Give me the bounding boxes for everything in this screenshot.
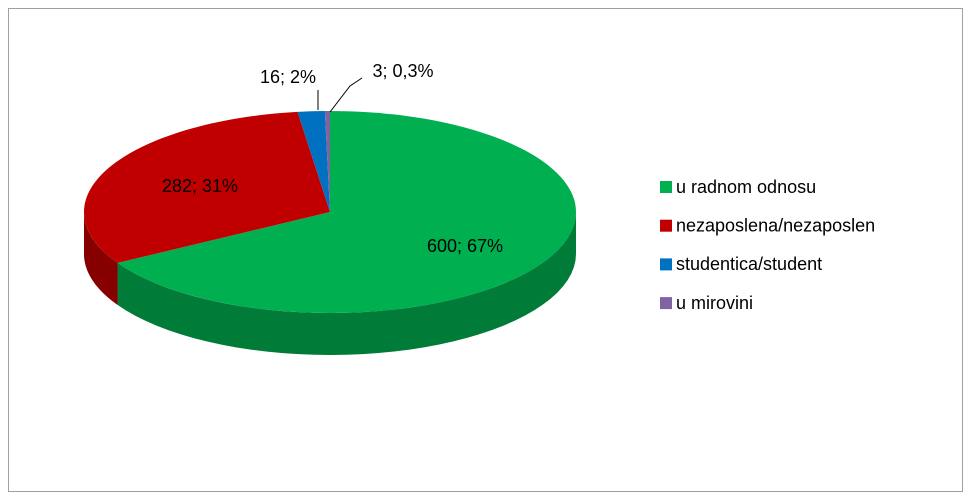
legend-label: u radnom odnosu <box>676 177 816 197</box>
pie-slice <box>117 111 576 314</box>
legend-swatch <box>660 181 672 193</box>
data-label: 16; 2% <box>260 67 316 87</box>
leader-line <box>329 77 363 113</box>
pie-slice-side <box>84 212 118 305</box>
pie-slice <box>297 111 330 212</box>
legend-swatch <box>660 258 672 271</box>
legend-swatch <box>660 219 672 232</box>
legend-swatch <box>660 297 672 310</box>
pie-slice <box>83 111 330 263</box>
legend-label: u mirovini <box>676 293 753 313</box>
legend-label: studentica/student <box>676 254 822 274</box>
pie-slice-side <box>117 212 576 355</box>
legend-label: nezaposlena/nezaposlen <box>676 215 875 235</box>
data-label: 3; 0,3% <box>372 61 433 81</box>
data-label: 282; 31% <box>162 176 238 196</box>
pie-slice <box>324 111 330 212</box>
data-label: 600; 67% <box>427 236 503 256</box>
